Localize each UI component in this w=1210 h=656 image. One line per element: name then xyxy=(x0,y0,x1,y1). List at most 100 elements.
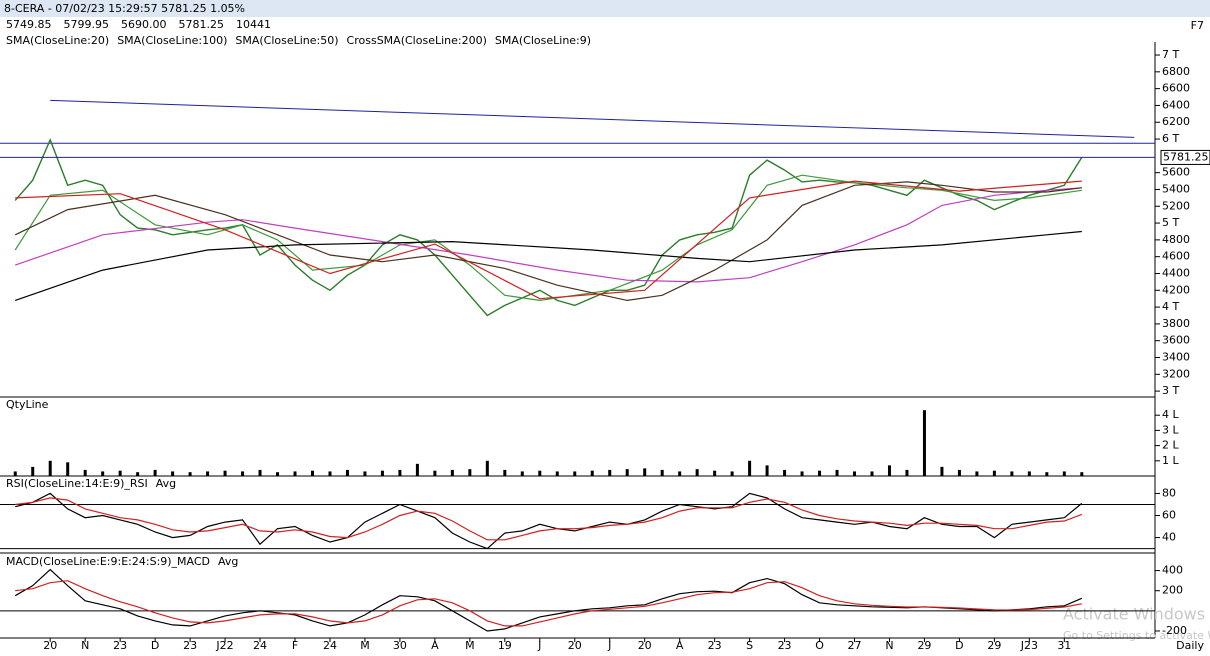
volume-bar xyxy=(1080,472,1084,476)
x-tick-label: N xyxy=(81,639,89,652)
volume-bar xyxy=(31,466,35,476)
legend-entry: Avg xyxy=(156,477,176,490)
x-tick-label: 27 xyxy=(848,639,862,652)
volume-bar xyxy=(241,471,245,476)
volume-bar xyxy=(433,470,437,476)
legend-entry: SMA(CloseLine:20) xyxy=(6,34,109,47)
volume-bar xyxy=(940,466,944,476)
watermark: Go to Settings to activate Windows. xyxy=(1063,629,1210,642)
volume-bar xyxy=(101,471,105,476)
legend-entry: CrossSMA(CloseLine:200) xyxy=(347,34,487,47)
volume-bar xyxy=(118,470,122,476)
volume-bar xyxy=(206,471,210,476)
x-tick-label: 29 xyxy=(917,639,931,652)
volume-bar xyxy=(992,470,996,476)
y-tick-label: 6600 xyxy=(1162,82,1190,95)
volume-bar xyxy=(887,465,891,476)
volume-bar xyxy=(328,471,332,476)
volume-bar xyxy=(590,470,594,476)
volume-bar xyxy=(713,470,717,476)
x-tick-label: A xyxy=(431,639,439,652)
y-tick-label: -200 xyxy=(1162,624,1187,637)
series-line xyxy=(15,187,1082,283)
volume-bar xyxy=(345,469,349,476)
series-line xyxy=(15,497,1083,541)
y-tick-label: 4200 xyxy=(1162,283,1190,296)
volume-bar xyxy=(538,470,542,476)
y-tick-label: 80 xyxy=(1162,486,1176,499)
y-tick-label: 5 T xyxy=(1162,216,1179,229)
x-tick-label: 20 xyxy=(43,639,57,652)
y-tick-label: 4 T xyxy=(1162,300,1179,313)
volume-bar xyxy=(223,470,227,476)
volume-bar xyxy=(922,410,926,476)
y-tick-label: 400 xyxy=(1162,564,1183,577)
series-line xyxy=(15,580,1082,627)
y-tick-label: 3 L xyxy=(1162,423,1179,436)
quote-value: 5799.95 xyxy=(64,18,110,31)
volume-bar xyxy=(905,469,909,476)
x-tick-label: 20 xyxy=(568,639,582,652)
x-tick-label: 23 xyxy=(183,639,197,652)
x-tick-label: J23 xyxy=(1020,639,1038,652)
y-tick-label: 3200 xyxy=(1162,367,1190,380)
volume-bar xyxy=(450,469,454,476)
x-tick-label: 31 xyxy=(1057,639,1071,652)
x-tick-label: 19 xyxy=(498,639,512,652)
y-tick-label: 3 T xyxy=(1162,384,1179,397)
y-tick-label: 6 T xyxy=(1162,132,1179,145)
x-tick-label: N xyxy=(885,639,893,652)
trend-line xyxy=(50,99,1135,138)
y-tick-label: 40 xyxy=(1162,531,1176,544)
y-tick-label: 6200 xyxy=(1162,115,1190,128)
volume-bar xyxy=(258,469,262,476)
volume-bar xyxy=(573,471,577,476)
legend-entry: RSI(CloseLine:14:E:9)_RSI xyxy=(6,477,148,490)
shortcut-key[interactable]: F7 xyxy=(1191,19,1204,32)
volume-bar xyxy=(171,471,175,476)
y-tick-label: 3600 xyxy=(1162,334,1190,347)
x-tick-label: M xyxy=(360,639,370,652)
series-line xyxy=(14,568,1083,632)
volume-bar xyxy=(800,471,804,476)
x-tick-label: 24 xyxy=(253,639,267,652)
quote-value: 5749.85 xyxy=(6,18,52,31)
y-tick-label: 5600 xyxy=(1162,166,1190,179)
series-line xyxy=(15,180,1082,300)
period-label: Daily xyxy=(1176,639,1204,652)
volume-bar xyxy=(380,470,384,476)
series-line xyxy=(14,181,1082,302)
volume-bar xyxy=(853,471,857,476)
volume-bar xyxy=(870,471,874,476)
volume-bar xyxy=(660,469,664,476)
x-tick-label: 23 xyxy=(113,639,127,652)
volume-bar xyxy=(1010,471,1014,476)
legend-entry: SMA(CloseLine:100) xyxy=(117,34,227,47)
volume-bar xyxy=(1045,472,1049,476)
legend-entry: SMA(CloseLine:9) xyxy=(495,34,591,47)
volume-bar xyxy=(1062,471,1066,476)
x-tick-label: A xyxy=(676,639,684,652)
x-tick-label: F xyxy=(292,639,298,652)
y-tick-label: 6800 xyxy=(1162,65,1190,78)
series-line xyxy=(15,492,1083,550)
x-tick-label: 23 xyxy=(778,639,792,652)
legend-entry: Avg xyxy=(218,555,238,568)
quote-value: 10441 xyxy=(236,18,271,31)
y-tick-label: 4400 xyxy=(1162,266,1190,279)
volume-bar xyxy=(153,469,157,476)
x-tick-label: 24 xyxy=(323,639,337,652)
volume-bar xyxy=(975,471,979,476)
volume-bar xyxy=(748,460,752,476)
series-line xyxy=(14,138,1083,317)
x-tick-label: D xyxy=(151,639,159,652)
y-tick-label: 3800 xyxy=(1162,317,1190,330)
x-tick-label: J xyxy=(537,639,541,652)
watermark: Activate Windows xyxy=(1063,605,1205,624)
volume-bar xyxy=(83,469,87,476)
series-line xyxy=(15,230,1082,301)
volume-bar xyxy=(643,468,647,476)
y-tick-label: 4800 xyxy=(1162,233,1190,246)
volume-bar xyxy=(555,471,559,476)
